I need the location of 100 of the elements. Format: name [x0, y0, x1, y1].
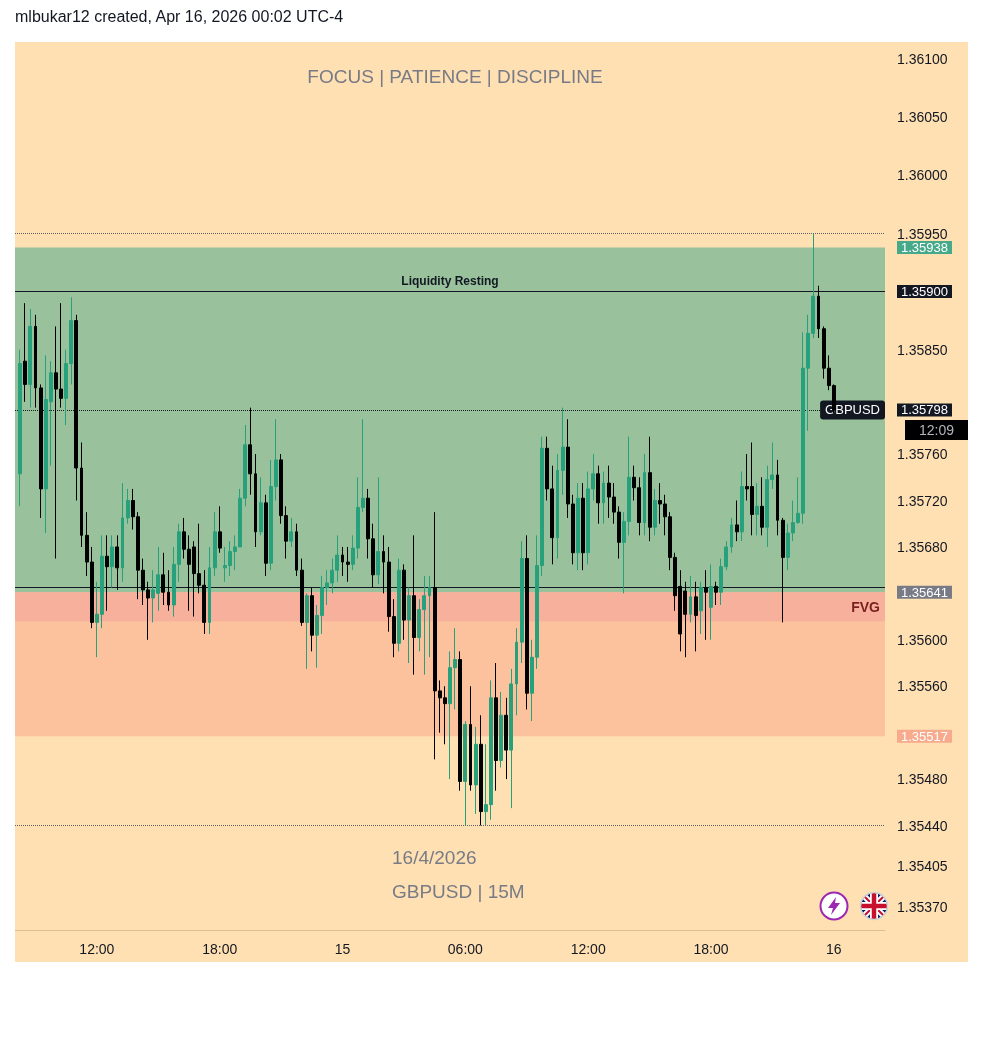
- candlestick: [704, 569, 708, 641]
- y-tick-label: 1.35900: [901, 284, 948, 300]
- annotation: GBPUSD | 15M: [392, 881, 525, 902]
- candlestick: [469, 685, 472, 792]
- y-tick-label: 1.36000: [897, 167, 948, 184]
- candlestick: [596, 465, 600, 525]
- y-tick-label: 1.35938: [901, 239, 948, 255]
- candlestick: [300, 558, 304, 627]
- y-tick-label: 1.35480: [897, 771, 948, 788]
- x-tick-label: 16: [826, 941, 842, 957]
- x-tick-label: 18:00: [693, 941, 729, 957]
- candlestick: [382, 534, 385, 594]
- y-tick-label: 1.36050: [897, 109, 948, 126]
- candlestick: [397, 558, 401, 652]
- candlestick: [653, 488, 657, 536]
- candlestick: [126, 488, 130, 525]
- candlestick: [23, 302, 27, 403]
- candlestick: [428, 575, 431, 658]
- candlestick: [556, 453, 559, 560]
- candlestick: [376, 476, 380, 585]
- candlestick: [643, 453, 646, 536]
- candlestick: [494, 662, 498, 792]
- candlestick: [167, 569, 170, 612]
- candlestick: [110, 534, 114, 589]
- candlestick: [161, 552, 165, 606]
- y-tick-label: 1.35760: [897, 446, 948, 463]
- candlestick: [479, 714, 483, 827]
- candlestick: [714, 581, 718, 606]
- y-tick-label: 1.35440: [897, 817, 948, 834]
- candlestick: [346, 546, 350, 583]
- candlestick: [776, 459, 779, 536]
- candlestick: [412, 534, 416, 676]
- y-tick-label: 1.35641: [901, 584, 948, 600]
- candlestick: [402, 563, 406, 641]
- candlestick: [755, 482, 759, 536]
- y-tick-label: 1.35850: [897, 341, 948, 358]
- candlestick: [310, 587, 314, 652]
- text: 12:09: [919, 422, 955, 438]
- candlestick: [525, 534, 529, 710]
- candlestick: [817, 285, 820, 339]
- candlestick: [105, 534, 109, 612]
- candlestick: [28, 308, 32, 409]
- x-tick-label: 12:00: [79, 941, 115, 957]
- candlestick: [602, 470, 605, 525]
- candlestick: [115, 534, 119, 591]
- y-tick-label: 1.35950: [897, 225, 948, 242]
- candlestick: [295, 523, 298, 577]
- candlestick: [80, 441, 83, 548]
- candlestick: [561, 407, 565, 496]
- candlestick: [581, 482, 585, 571]
- candlestick: [648, 436, 652, 542]
- ref-line-label: GBPUSD: [825, 402, 880, 418]
- candlestick: [407, 587, 411, 664]
- candlestick: [218, 505, 222, 554]
- candlestick: [730, 517, 733, 554]
- candlestick: [709, 563, 713, 641]
- candlestick: [781, 517, 785, 623]
- candlestick: [520, 540, 524, 664]
- x-tick-label: 06:00: [447, 941, 484, 957]
- x-tick-label: 15: [334, 941, 351, 957]
- candlestick: [504, 697, 508, 780]
- candlestick: [39, 383, 43, 519]
- candlestick: [248, 407, 252, 496]
- y-tick-label: 1.35370: [897, 898, 948, 915]
- band-label: FVG: [851, 598, 881, 615]
- candlestick: [576, 482, 580, 571]
- y-tick-label: 1.35600: [897, 631, 948, 648]
- y-tick-label: 1.35517: [901, 728, 948, 744]
- candlestick: [760, 476, 764, 536]
- y-tick-label: 1.35560: [897, 678, 948, 695]
- y-tick-label: 1.35798: [901, 402, 948, 418]
- candlestick: [259, 476, 263, 536]
- y-tick-label: 1.35720: [897, 492, 948, 509]
- text: mlbukar12 created, Apr 16, 2026 00:02 UTC-4: [15, 8, 344, 26]
- candlestick: [34, 314, 37, 409]
- candlestick: [463, 720, 467, 827]
- candlestick: [458, 650, 462, 792]
- candlestick: [254, 453, 257, 548]
- candlestick: [341, 546, 344, 577]
- candlestick: [509, 668, 513, 809]
- y-tick-label: 1.35680: [897, 538, 948, 555]
- candlestick: [689, 575, 692, 623]
- annotation: 16/4/2026: [392, 847, 477, 868]
- candlestick: [499, 691, 503, 768]
- y-tick-label: 1.36100: [897, 51, 948, 68]
- candlestick: [515, 627, 518, 716]
- candlestick: [735, 500, 739, 542]
- candlestick: [74, 314, 78, 502]
- x-tick-label: 18:00: [202, 941, 238, 957]
- y-tick-label: 1.35405: [897, 858, 948, 875]
- candlestick: [474, 726, 478, 815]
- candlestick: [213, 511, 217, 577]
- candlestick: [121, 482, 124, 583]
- candlestick: [264, 494, 268, 577]
- candlestick: [740, 470, 744, 542]
- candlestick: [694, 581, 698, 652]
- candlestick: [699, 581, 703, 635]
- candlestick: [305, 592, 309, 670]
- x-tick-label: 12:00: [570, 941, 606, 957]
- candlestick: [18, 349, 22, 507]
